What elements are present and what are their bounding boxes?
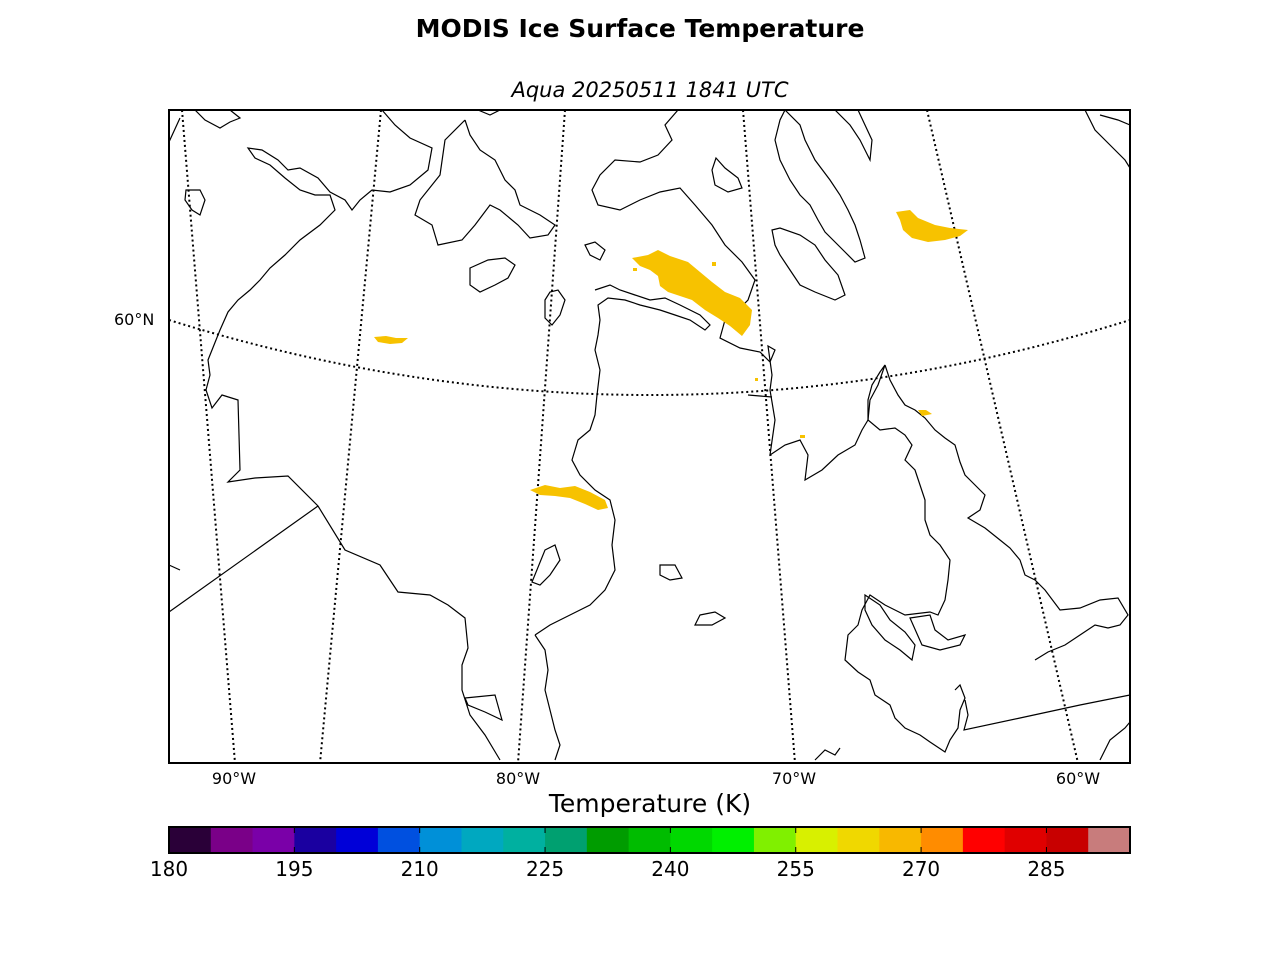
ice-patch-hudson-bay-west xyxy=(374,336,408,344)
colorbar-tick-label: 225 xyxy=(525,857,565,881)
coast-northwest xyxy=(169,110,242,143)
coast-south-small xyxy=(814,747,841,761)
colorbar-tick-label: 270 xyxy=(901,857,941,881)
ice-patch-hudson-strait xyxy=(632,250,752,336)
labrador-interior-coast xyxy=(844,364,966,753)
ice-patch-labrador xyxy=(918,410,932,416)
ice-temperature-pixels xyxy=(374,210,968,510)
james-bay-coast xyxy=(534,634,561,761)
longitude-label-70w: 70°W xyxy=(771,769,817,788)
coastline-sliver-1 xyxy=(531,544,561,586)
labrador-coast xyxy=(884,364,1129,661)
meridian-85w xyxy=(319,110,382,763)
small-island-1 xyxy=(544,289,566,326)
baffin-island-coast xyxy=(205,110,501,761)
devon-island xyxy=(771,227,846,301)
colorbar-tick-label: 285 xyxy=(1027,857,1066,881)
resolution-island xyxy=(711,156,743,193)
colorbar-tick-label: 240 xyxy=(651,857,690,881)
latitude-label-60n: 60°N xyxy=(114,310,155,329)
coast-west-small xyxy=(169,564,181,571)
hudson-bay-east-coast xyxy=(414,110,556,246)
longitude-label-80w: 80°W xyxy=(495,769,541,788)
small-island-2 xyxy=(584,241,606,261)
map-subtitle: Aqua 20250511 1841 UTC xyxy=(511,78,789,102)
colorbar-tick-label: 210 xyxy=(400,857,439,881)
meridian-60w xyxy=(926,110,1079,763)
belcher-islands xyxy=(469,257,516,293)
st-lawrence-shore xyxy=(963,694,1130,731)
northeast-islands xyxy=(774,110,866,263)
hudson-bay-south xyxy=(534,284,711,636)
colorbar-title: Temperature (K) xyxy=(548,789,752,818)
meridian-70w xyxy=(742,110,796,763)
ungava-bay-spur xyxy=(747,394,773,398)
border-line-west xyxy=(169,505,319,613)
northeast-islands-2 xyxy=(834,110,873,163)
colorbar-tick-label: 195 xyxy=(275,857,314,881)
map-title: MODIS Ice Surface Temperature xyxy=(415,14,865,43)
graticule xyxy=(169,110,1130,763)
map-frame xyxy=(168,109,1131,764)
parallel-60n xyxy=(169,319,1130,396)
small-island-4 xyxy=(694,611,727,626)
longitude-label-60w: 60°W xyxy=(1055,769,1101,788)
mansel-island xyxy=(184,189,206,216)
longitude-label-90w: 90°W xyxy=(211,769,257,788)
ice-patch-hudson-bay-south xyxy=(530,485,608,510)
colorbar-tick-label: 255 xyxy=(776,857,815,881)
akimiski-island xyxy=(464,694,503,722)
coastlines xyxy=(169,110,1130,761)
meridian-80w xyxy=(517,110,566,763)
ice-patch-northeast xyxy=(896,210,968,242)
lake-detail-1 xyxy=(864,593,916,662)
greenland-edge xyxy=(1084,110,1130,169)
newfoundland-north xyxy=(1099,721,1130,761)
small-island-3 xyxy=(659,564,683,581)
ungava-peninsula xyxy=(591,110,886,482)
meridian-90w xyxy=(181,110,236,763)
lake-detail-2 xyxy=(909,614,967,651)
colorbar-tick-label: 180 xyxy=(149,857,189,881)
